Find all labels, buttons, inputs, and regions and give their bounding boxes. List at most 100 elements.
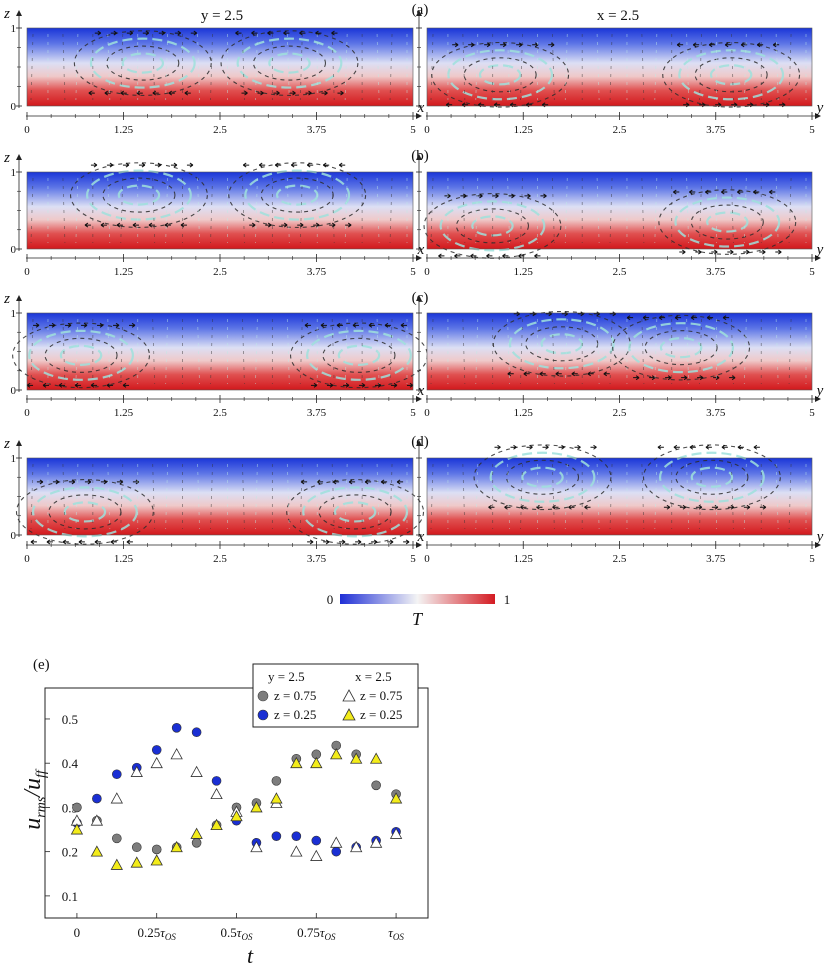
data-point (250, 840, 263, 853)
roll-streamline (44, 337, 118, 373)
roll-streamline (706, 211, 749, 233)
roll-streamline (478, 64, 522, 86)
axis-arrowhead (416, 542, 422, 548)
velocity-arrow (536, 504, 543, 510)
velocity-arrow (676, 42, 684, 48)
velocity-arrow (727, 249, 734, 255)
flow-streak (299, 318, 303, 385)
convection-roll (73, 30, 212, 96)
velocity-arrow (400, 322, 407, 328)
roll-streamline (252, 45, 327, 81)
legend-frame (252, 663, 419, 728)
velocity-arrow (42, 382, 50, 388)
flow-streak (430, 33, 434, 101)
y-tick-label: 0.1 (62, 889, 78, 904)
velocity-arrow (452, 42, 459, 48)
series-2 (72, 723, 401, 857)
flow-streak (699, 463, 702, 530)
panel-frame (426, 171, 813, 250)
velocity-arrow (484, 42, 491, 48)
data-point (112, 769, 122, 780)
rms-velocity-scatter: 0.10.20.30.40.50 0.25τOS 0.5τOS 0.75τOS τOSt… (20, 687, 429, 968)
flow-streak (507, 33, 510, 101)
velocity-arrow (100, 222, 107, 228)
flow-streak (242, 463, 245, 530)
velocity-arrow (756, 42, 764, 48)
velocity-arrow (657, 444, 664, 450)
panel-frame (26, 312, 414, 391)
legend-header-right: x = 2.5 (355, 669, 392, 684)
flow-streak (75, 177, 79, 244)
x-tick-label: 3.75 (307, 124, 327, 136)
velocity-arrow (692, 42, 700, 48)
horizontal-axis-label: y (815, 383, 824, 399)
flow-streak (699, 33, 702, 101)
velocity-arrow (492, 193, 499, 199)
flow-streak (255, 463, 258, 530)
data-point (130, 856, 143, 868)
z-tick-label: 0 (11, 244, 17, 256)
velocity-arrow (81, 322, 88, 328)
flow-streak (520, 33, 523, 101)
flow-streak (462, 177, 466, 244)
velocity-arrow (88, 90, 95, 96)
data-point (330, 836, 343, 848)
velocity-arrow (486, 253, 493, 259)
field-panel-3-xz: 0 1.25 2.5 3.75 5x 0 1z (3, 291, 428, 419)
vertical-axis (416, 295, 422, 392)
data-point (190, 765, 203, 777)
flow-streak (462, 318, 466, 385)
roll-streamline (678, 49, 785, 101)
flow-streak (731, 463, 734, 530)
flow-streak (731, 177, 734, 244)
flow-streak (299, 33, 303, 101)
velocity-arrow (26, 382, 34, 388)
roll-streamline (89, 37, 196, 89)
roll-streamline (463, 57, 537, 93)
velocity-arrow (322, 162, 330, 168)
horizontal-axis-label: x (417, 100, 425, 116)
x-tick-label: 1.25 (514, 124, 534, 136)
flow-streak (75, 33, 79, 101)
panel-frame (26, 171, 414, 250)
flow-streak (743, 33, 747, 101)
velocity-arrow (558, 444, 565, 450)
velocity-arrow (743, 249, 750, 255)
data-point (291, 831, 302, 841)
velocity-arrow (488, 504, 495, 510)
legend-marker-gray-circle (257, 690, 269, 702)
roll-streamline (644, 330, 718, 366)
data-point (271, 831, 282, 841)
flow-streak (788, 177, 792, 244)
velocity-arrow (274, 162, 282, 168)
flow-streak (699, 177, 702, 244)
x-tick-label: 2.5 (613, 553, 627, 565)
data-point (350, 752, 363, 764)
data-point (270, 792, 283, 804)
flow-streak (564, 33, 568, 101)
velocity-arrow (454, 253, 461, 259)
velocity-arrow (126, 539, 133, 545)
field-panel-4-yz: 0 1.25 2.5 3.75 5y (416, 440, 824, 565)
panel-frame (26, 457, 414, 536)
flow-streak (197, 463, 200, 530)
velocity-arrow (36, 479, 44, 485)
z-tick-label: 1 (11, 23, 17, 35)
z-tick-label: 1 (11, 167, 17, 179)
scatter-legend: y = 2.5 x = 2.5 z = 0.75 z = 0.75 z = 0.… (252, 663, 419, 728)
velocity-arrow (265, 222, 272, 228)
axis-arrowhead (16, 295, 22, 301)
velocity-arrow (142, 30, 150, 36)
flow-streak (255, 318, 258, 385)
velocity-arrow (306, 162, 314, 168)
roll-streamline (690, 466, 734, 488)
velocity-arrow (129, 322, 136, 328)
roll-streamline (302, 486, 409, 538)
roll-streamline (28, 329, 134, 381)
z-tick-label: 1 (11, 308, 17, 320)
flow-streak (551, 463, 555, 530)
x-tick-label: 5 (809, 266, 815, 278)
series-1 (72, 740, 401, 855)
flow-streak (686, 318, 690, 385)
convection-roll (220, 30, 359, 96)
